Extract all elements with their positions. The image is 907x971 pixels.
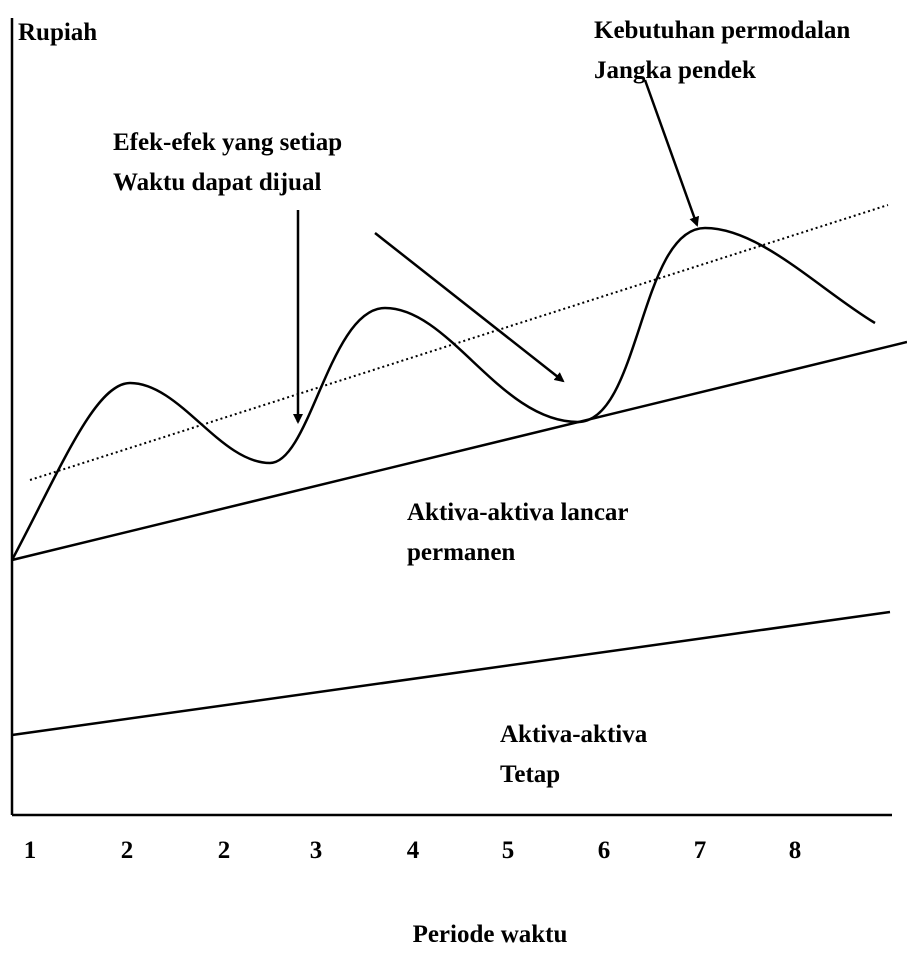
arrow bbox=[643, 79, 700, 227]
x-axis-label: Periode waktu bbox=[413, 921, 568, 948]
total-assets-curve bbox=[10, 226, 876, 561]
x-label: 6 bbox=[598, 837, 611, 864]
permanent-current-line bbox=[11, 340, 907, 562]
x-label: 5 bbox=[502, 837, 515, 864]
x-label: 8 bbox=[789, 837, 802, 864]
x-label: 2 bbox=[121, 837, 134, 864]
annotation: Efek-efek yang setiap bbox=[113, 129, 342, 156]
x-label: 4 bbox=[407, 837, 420, 864]
x-label: 2 bbox=[218, 837, 231, 864]
x-label: 1 bbox=[24, 837, 37, 864]
dotted-line bbox=[29, 204, 889, 481]
region-label: permanen bbox=[407, 539, 515, 566]
region-label: Aktiva-aktiva bbox=[500, 721, 648, 748]
annotation: Kebutuhan permodalan bbox=[594, 17, 850, 44]
region-label: Tetap bbox=[500, 761, 560, 788]
fixed-assets-line bbox=[11, 610, 891, 737]
region-label: Aktiva-aktiva lancar bbox=[407, 499, 629, 526]
y-axis-label: Rupiah bbox=[18, 19, 97, 46]
x-labels: 1 2 2 3 4 5 6 7 8 bbox=[24, 837, 802, 864]
arrow bbox=[374, 232, 565, 383]
annotation: Jangka pendek bbox=[594, 57, 756, 84]
annotation: Waktu dapat dijual bbox=[113, 169, 321, 196]
x-label: 7 bbox=[694, 837, 707, 864]
x-label: 3 bbox=[310, 837, 323, 864]
